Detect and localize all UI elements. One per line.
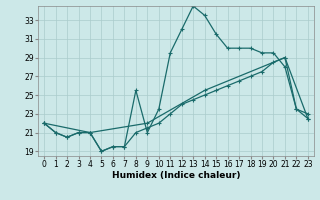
X-axis label: Humidex (Indice chaleur): Humidex (Indice chaleur) [112, 171, 240, 180]
